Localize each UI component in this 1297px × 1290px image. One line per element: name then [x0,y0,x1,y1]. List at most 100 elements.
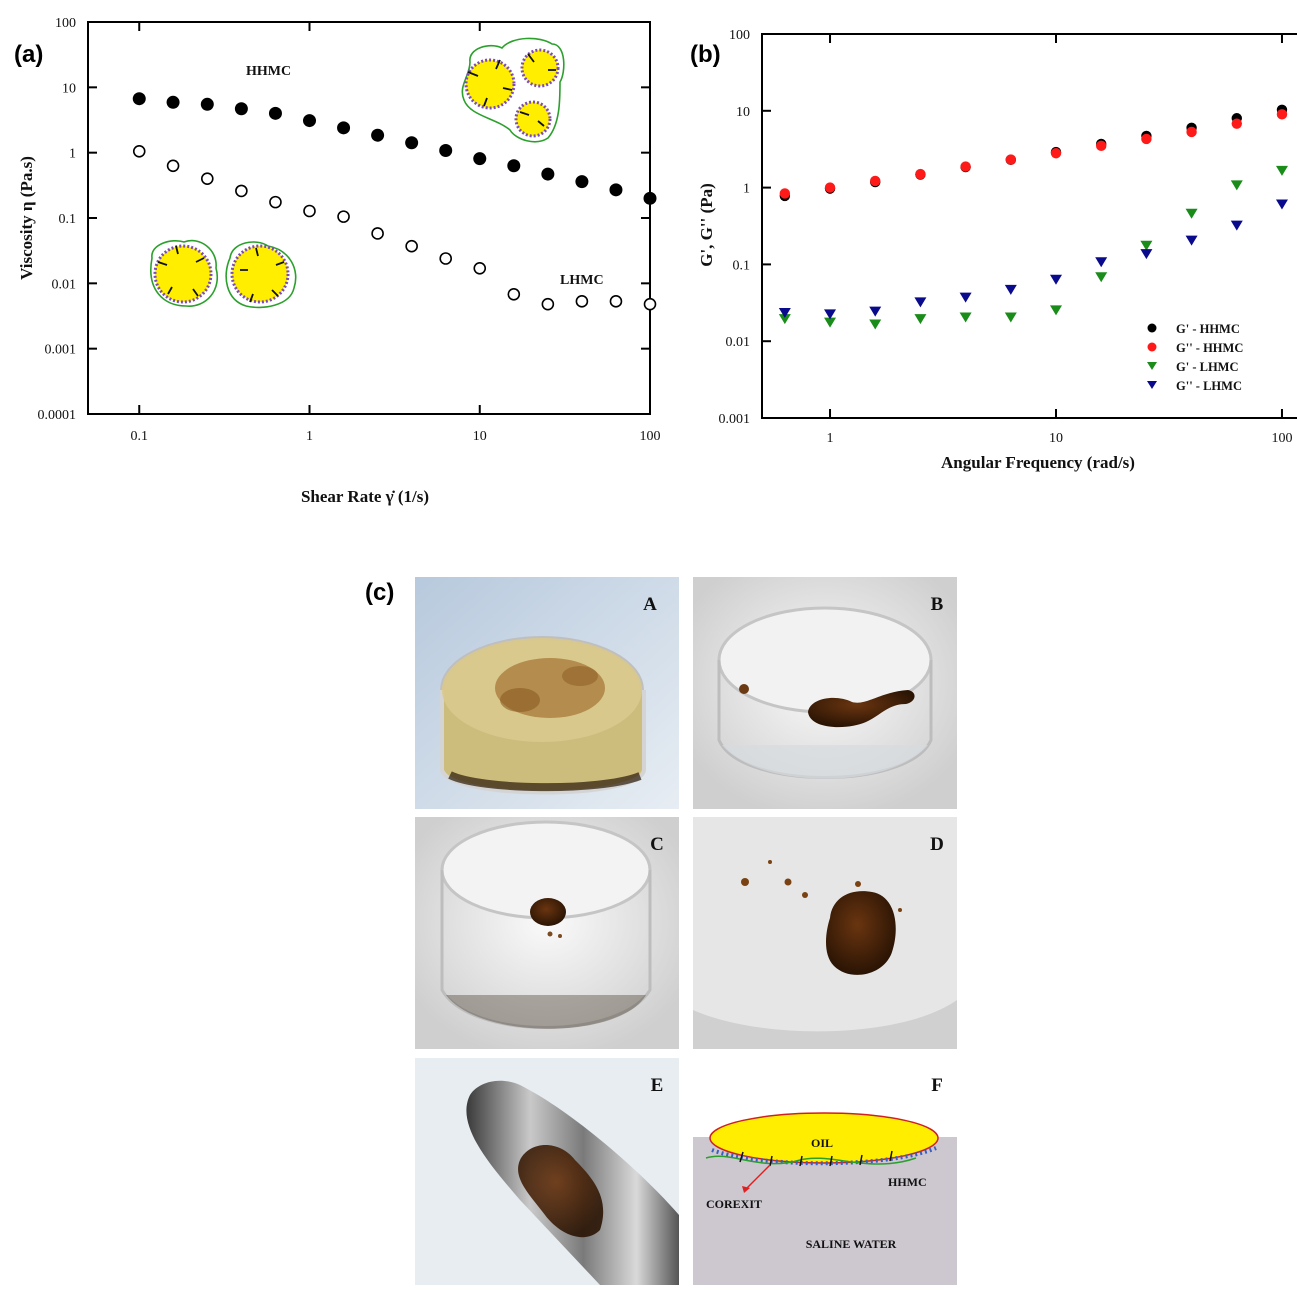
plot-frame-a [87,21,651,415]
legend-b: G' - HHMC G'' - HHMC G' - LHMC G'' - LHM… [1147,322,1243,393]
data-point-b [959,292,972,303]
x-axis-label-b: Angular Frequency (rad/s) [941,453,1135,472]
data-point-b [1050,148,1062,159]
data-point-lhmc [337,210,350,223]
legend-marker-g2-lhmc [1147,381,1157,389]
legend-marker-g2-hhmc [1147,342,1157,352]
data-point-hhmc [166,95,180,109]
data-point-b [1230,180,1243,191]
photo-label-d: D [930,834,944,855]
annotation-hhmc: HHMC [246,64,291,79]
data-point-hhmc [268,106,282,120]
label-hhmc: HHMC [888,1175,927,1189]
data-point-b [1050,274,1062,285]
legend-label-g1-hhmc: G' - HHMC [1176,322,1240,336]
photo-c: C [415,817,679,1049]
data-point-lhmc [575,295,589,308]
legend-label-g1-lhmc: G' - LHMC [1176,360,1239,374]
legend-marker-g1-hhmc [1147,323,1157,333]
data-point-hhmc [234,102,248,116]
data-point-b [1140,249,1153,260]
x-tick-label-a: 1 [306,429,313,444]
data-point-b [1004,312,1017,323]
x-axis-label-a: Shear Rate γ̇ (1/s) [301,487,429,506]
data-point-lhmc [541,297,555,311]
y-tick-label-b: 100 [729,28,750,43]
photo-a: A [415,577,679,809]
data-point-b [1096,140,1107,152]
data-point-b [1095,257,1108,268]
y-tick-label-b: 0.1 [733,258,751,273]
modulus-chart: (b) 1 10 100 0.001 0.01 0.1 1 10 100 G', G'' (Pa… [690,28,1297,472]
data-point-b [1140,240,1153,251]
photo-b: B [693,577,957,809]
data-point-hhmc [439,143,453,157]
x-tick-label-a: 0.1 [131,429,149,444]
droplet-cluster-illustration [461,37,565,143]
data-point-hhmc [575,175,589,189]
data-point-lhmc [132,144,146,158]
data-point-hhmc [609,183,623,197]
series-hhmc-filled [132,92,657,205]
data-point-b [824,317,837,328]
data-point-b [778,307,791,318]
data-point-b [1095,272,1108,283]
data-point-hhmc [405,136,419,150]
schematic-f: OIL HHMC COREXIT SALINE WATER F [693,1058,957,1285]
data-point-b [959,312,972,323]
data-point-lhmc [371,227,384,240]
series-2-b [779,109,1288,199]
y-tick-label-b: 1 [743,182,750,197]
data-point-b [870,175,881,187]
photo-label-e: E [651,1075,664,1096]
axis-ticks-a [88,21,651,415]
series-lhmc-open [132,144,657,311]
x-tick-label-a: 100 [640,429,661,444]
y-tick-label-a: 10 [62,81,76,96]
data-point-lhmc [473,261,487,275]
data-point-b [915,168,926,180]
axis-ticks-b [762,33,1283,419]
photo-d: D [693,817,957,1049]
legend-marker-g1-lhmc [1147,362,1157,370]
data-point-b [779,188,791,199]
data-point-lhmc [235,184,248,198]
data-point-hhmc [643,191,657,205]
data-point-lhmc [439,252,453,265]
x-tick-label-b: 1 [827,431,834,446]
data-point-b [1050,305,1062,316]
droplet-pair-illustration [150,239,297,309]
data-point-b [1275,199,1288,210]
data-point-b [869,306,882,317]
data-point-b [824,182,836,193]
y-tick-label-b: 0.001 [719,412,751,427]
panel-a-letter: (a) [14,41,43,68]
photo-label-b: B [931,594,944,615]
data-point-b [1276,109,1288,120]
data-point-b [1230,220,1243,231]
data-point-hhmc [337,121,351,135]
y-tick-label-a: 100 [55,16,76,31]
data-point-b [914,314,927,325]
photo-label-a: A [643,594,657,615]
data-point-hhmc [507,159,521,173]
tick-labels-b: 1 10 100 0.001 0.01 0.1 1 10 100 [719,28,1293,446]
y-tick-label-a: 0.1 [59,212,77,227]
legend-label-g2-lhmc: G'' - LHMC [1176,379,1242,393]
data-point-b [1004,284,1017,295]
y-tick-label-b: 0.01 [726,335,751,350]
data-point-b [914,297,927,308]
data-point-hhmc [541,167,555,181]
series-4-b [778,199,1288,320]
data-point-b [1231,118,1242,129]
data-point-lhmc [269,195,282,209]
label-corexit: COREXIT [706,1197,762,1211]
plot-frame-b [761,33,1297,419]
data-point-lhmc [609,295,623,308]
data-point-hhmc [303,114,317,128]
data-point-hhmc [200,97,214,111]
data-point-b [1141,133,1152,145]
y-axis-label-a: Viscosity η (Pa.s) [17,156,36,280]
photo-panel: (c) A B [365,577,957,1285]
